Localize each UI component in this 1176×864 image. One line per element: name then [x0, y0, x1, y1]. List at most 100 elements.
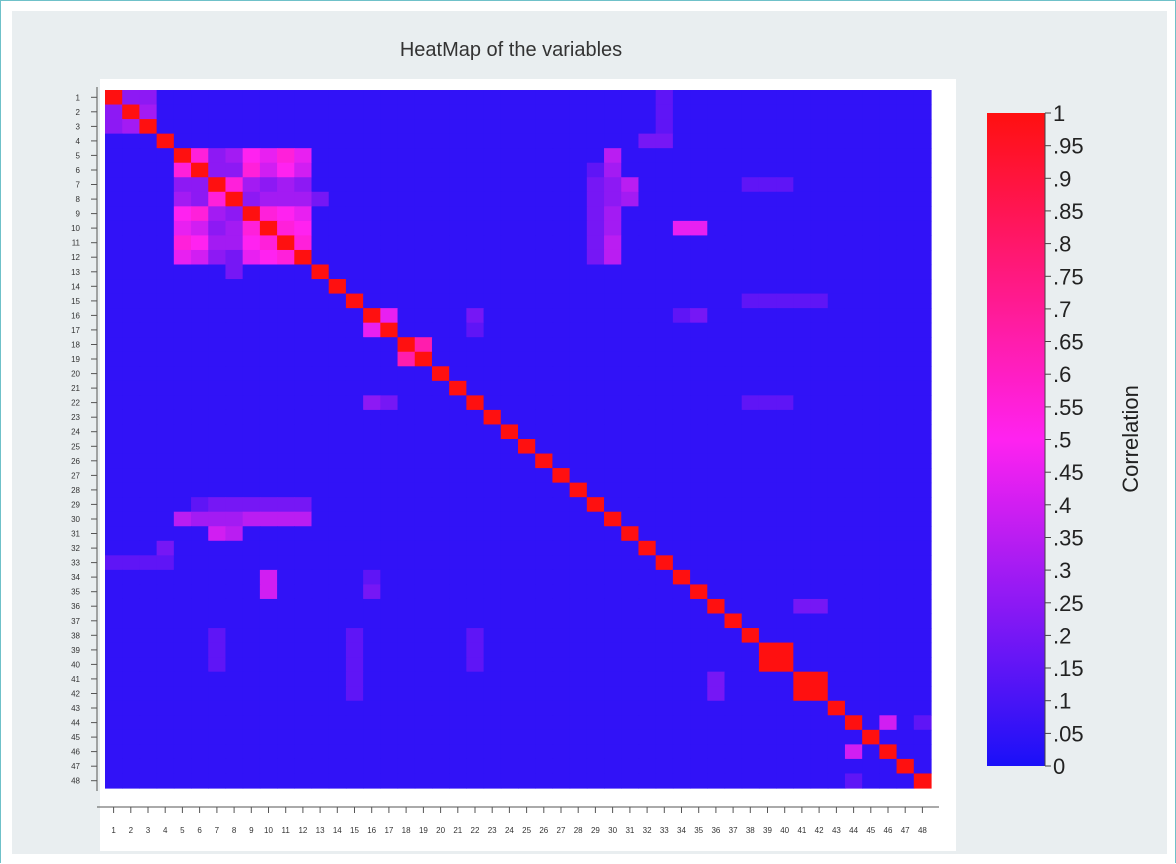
heatmap-cell [810, 162, 829, 178]
heatmap-cell [311, 322, 330, 338]
heatmap-cell [225, 540, 244, 556]
heatmap-cell [139, 351, 158, 367]
heatmap-cell [277, 162, 295, 178]
heatmap-cell [414, 729, 433, 745]
heatmap-cell [535, 671, 554, 687]
heatmap-cell [741, 104, 760, 120]
heatmap-cell [191, 628, 209, 644]
heatmap-cell [259, 584, 278, 600]
heatmap-cell [672, 279, 691, 295]
heatmap-cell [690, 729, 708, 745]
heatmap-cell [156, 90, 175, 106]
heatmap-cell [414, 337, 433, 353]
heatmap-cell [122, 191, 141, 207]
heatmap-cell [173, 758, 192, 775]
heatmap-cell [191, 395, 209, 411]
heatmap-cell [173, 337, 192, 353]
heatmap-cell [414, 439, 433, 455]
heatmap-cell [776, 613, 794, 629]
heatmap-cell [431, 409, 450, 426]
heatmap-cell [827, 220, 846, 237]
heatmap-cell [122, 90, 141, 106]
heatmap-cell [208, 482, 227, 498]
y-tick-label: 8 [76, 195, 81, 204]
heatmap-cell [397, 700, 416, 716]
heatmap-cell [277, 148, 295, 164]
heatmap-cell [707, 686, 726, 702]
heatmap-cell [345, 657, 364, 673]
heatmap-cell [844, 569, 863, 586]
heatmap-cell [208, 119, 227, 135]
heatmap-cell [638, 90, 657, 106]
heatmap-cell [259, 279, 278, 295]
heatmap-cell [862, 715, 880, 731]
heatmap-cell [776, 206, 794, 222]
heatmap-cell [294, 279, 313, 295]
heatmap-cell [672, 540, 691, 556]
heatmap-cell [741, 729, 760, 745]
heatmap-cell [259, 686, 278, 702]
heatmap-cell [827, 686, 846, 702]
heatmap-cell [776, 642, 794, 658]
heatmap-cell [913, 90, 932, 106]
heatmap-cell [535, 686, 554, 702]
heatmap-cell [173, 729, 192, 745]
heatmap-cell [397, 293, 416, 309]
heatmap-cell [380, 729, 399, 745]
heatmap-cell [208, 322, 227, 338]
heatmap-cell [552, 628, 571, 644]
heatmap-cell [776, 526, 794, 542]
heatmap-cell [518, 293, 536, 309]
heatmap-cell [277, 191, 295, 207]
heatmap-cell [328, 715, 347, 731]
heatmap-cell [879, 90, 898, 106]
heatmap-cell [896, 90, 915, 106]
heatmap-cell [380, 409, 399, 426]
heatmap-cell [294, 657, 313, 673]
heatmap-cell [191, 104, 209, 120]
heatmap-cell [724, 409, 743, 426]
heatmap-cell [225, 119, 244, 135]
x-tick-label: 9 [249, 826, 254, 835]
heatmap-cell [827, 119, 846, 135]
heatmap-cell [844, 119, 863, 135]
heatmap-cell [741, 220, 760, 237]
heatmap-cell [173, 133, 192, 149]
heatmap-cell [758, 773, 777, 789]
heatmap-cell [139, 439, 158, 455]
heatmap-cell [173, 351, 192, 367]
heatmap-cell [518, 439, 536, 455]
heatmap-cell [483, 177, 502, 193]
heatmap-cell [827, 235, 846, 251]
heatmap-cell [793, 264, 812, 280]
heatmap-cell [638, 351, 657, 367]
heatmap-cell [311, 133, 330, 149]
heatmap-cell [741, 526, 760, 542]
heatmap-cell [879, 569, 898, 586]
heatmap-cell [328, 177, 347, 193]
heatmap-cell [328, 598, 347, 615]
heatmap-cell [535, 90, 554, 106]
heatmap-cell [156, 729, 175, 745]
heatmap-cell [466, 671, 485, 687]
heatmap-cell [793, 424, 812, 440]
heatmap-cell [328, 773, 347, 789]
heatmap-cell [225, 133, 244, 149]
heatmap-cell [277, 119, 295, 135]
heatmap-cell [449, 540, 467, 556]
heatmap-cell [449, 686, 467, 702]
x-tick-label: 36 [711, 826, 720, 835]
heatmap-cell [535, 497, 554, 513]
heatmap-cell [414, 511, 433, 527]
heatmap-cell [122, 177, 141, 193]
heatmap-cell [638, 642, 657, 658]
heatmap-cell [397, 351, 416, 367]
heatmap-cell [277, 293, 295, 309]
heatmap-cell [690, 613, 708, 629]
heatmap-cell [345, 715, 364, 731]
heatmap-cell [707, 206, 726, 222]
heatmap-cell [827, 700, 846, 716]
heatmap-cell [535, 453, 554, 469]
heatmap-cell [569, 424, 588, 440]
x-tick-label: 4 [163, 826, 168, 835]
